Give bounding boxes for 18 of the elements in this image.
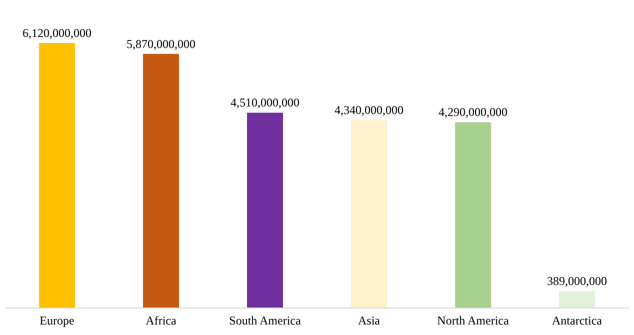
bar — [39, 43, 75, 308]
data-label: 6,120,000,000 — [22, 26, 92, 40]
bar — [247, 112, 283, 308]
x-tick-label: South America — [229, 314, 302, 328]
x-tick-label: Antarctica — [552, 314, 603, 328]
data-label: 5,870,000,000 — [126, 36, 196, 51]
x-tick-label: Africa — [146, 314, 177, 328]
x-tick-label: North America — [437, 314, 510, 328]
data-label: 389,000,000 — [547, 274, 607, 288]
bar — [559, 291, 595, 308]
bar — [143, 54, 179, 308]
data-label: 4,510,000,000 — [230, 96, 300, 110]
x-tick-label: Europe — [40, 314, 74, 328]
bar — [351, 120, 387, 308]
bar — [455, 122, 491, 308]
data-label: 4,340,000,000 — [334, 103, 404, 118]
x-tick-label: Asia — [358, 314, 381, 328]
data-label: 4,290,000,000 — [438, 105, 508, 120]
